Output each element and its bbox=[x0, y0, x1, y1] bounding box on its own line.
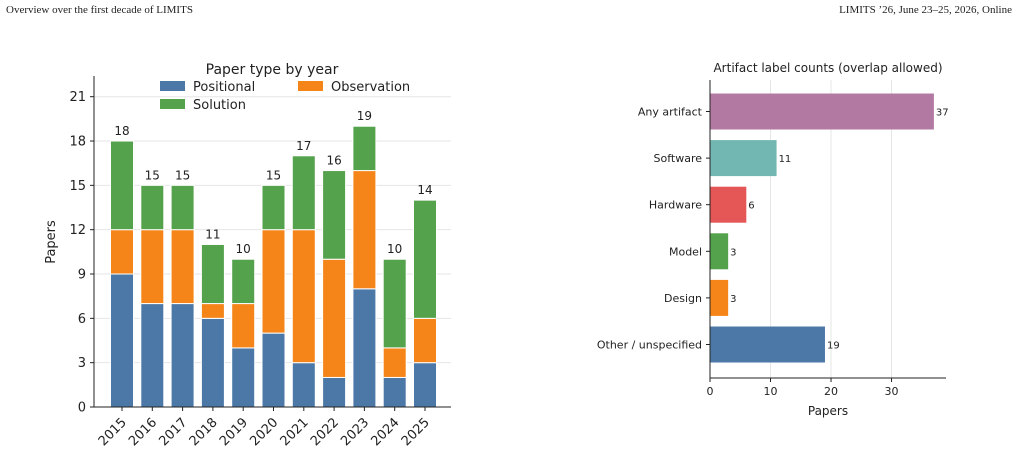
running-header-left: Overview over the first decade of LIMITS bbox=[6, 4, 193, 16]
bar-total-label: 19 bbox=[357, 109, 372, 123]
bar-segment-solution bbox=[322, 170, 347, 260]
legend-swatch bbox=[298, 81, 323, 91]
x-tick-label: 2016 bbox=[126, 415, 160, 449]
legend-label: Observation bbox=[331, 80, 410, 95]
bar-segment-positional bbox=[200, 317, 225, 408]
legend: Positional Observation Solution bbox=[160, 80, 410, 113]
bar-segment-solution bbox=[352, 125, 377, 172]
bar-total-label: 15 bbox=[266, 168, 281, 182]
x-tick-label: 2020 bbox=[247, 415, 281, 449]
x-tick-label: 2022 bbox=[308, 415, 342, 449]
bar-total-label: 10 bbox=[236, 242, 251, 256]
bar-segment-observation bbox=[382, 347, 407, 378]
bar-segment-positional bbox=[231, 347, 256, 408]
bar-segment-positional bbox=[261, 332, 286, 408]
y-tick-label: 15 bbox=[69, 179, 86, 194]
bar-segment-solution bbox=[261, 184, 286, 231]
x-tick-label: 2017 bbox=[156, 415, 190, 449]
bar-segment-observation bbox=[352, 170, 377, 290]
bar-total-label: 11 bbox=[205, 227, 220, 241]
bar-segment-positional bbox=[352, 288, 377, 408]
bar-segment-observation bbox=[413, 317, 437, 364]
x-tick-label: 2024 bbox=[369, 415, 403, 449]
x-tick-label: 2015 bbox=[96, 415, 130, 449]
bar-segment-solution bbox=[200, 243, 225, 305]
bar-segment-solution bbox=[413, 199, 437, 319]
bar-segment-observation bbox=[291, 229, 316, 364]
bar-segment-observation bbox=[231, 303, 256, 349]
bar-total-label: 15 bbox=[145, 168, 160, 182]
x-tick-label: 2025 bbox=[399, 415, 433, 449]
chart-title: Paper type by year bbox=[206, 62, 339, 78]
bar-segment-positional bbox=[170, 303, 195, 408]
legend-swatch bbox=[160, 81, 185, 91]
legend-swatch bbox=[160, 99, 185, 109]
bar-segment-solution bbox=[170, 184, 195, 231]
y-tick-label: 18 bbox=[69, 135, 86, 150]
bar-segment-positional bbox=[382, 376, 407, 408]
y-tick-label: 0 bbox=[78, 401, 86, 416]
bar-segment-observation bbox=[200, 303, 225, 319]
bar-total-label: 15 bbox=[175, 168, 190, 182]
bar-segment-positional bbox=[140, 303, 165, 408]
bar-segment-solution bbox=[382, 258, 407, 349]
y-tick-label: 21 bbox=[69, 90, 86, 105]
bar-segment-positional bbox=[413, 362, 437, 408]
bar-total-label: 18 bbox=[114, 124, 129, 138]
x-tick-label: 2018 bbox=[187, 415, 221, 449]
y-axis-label: Papers bbox=[44, 220, 59, 264]
bar-segment-solution bbox=[291, 155, 316, 231]
bar-segment-observation bbox=[322, 258, 347, 378]
x-tick-label: 2019 bbox=[217, 415, 251, 449]
bar-segment-observation bbox=[261, 229, 286, 334]
bar-segment-observation bbox=[170, 229, 195, 305]
bar-total-label: 16 bbox=[326, 154, 341, 168]
legend-label: Positional bbox=[193, 80, 255, 95]
bar-segment-solution bbox=[110, 140, 134, 231]
bar-segment-positional bbox=[110, 273, 134, 408]
y-tick-label: 6 bbox=[78, 312, 86, 327]
x-tick-label: 2023 bbox=[338, 415, 372, 449]
legend-label: Solution bbox=[193, 98, 246, 113]
bar-segment-positional bbox=[322, 376, 347, 408]
y-tick-label: 12 bbox=[69, 223, 86, 238]
y-tick-label: 9 bbox=[78, 268, 86, 283]
bar-total-label: 14 bbox=[417, 183, 432, 197]
bar-segment-solution bbox=[140, 184, 165, 231]
bar-segment-observation bbox=[140, 229, 165, 305]
y-tick-label: 3 bbox=[78, 356, 86, 371]
bar-segment-solution bbox=[231, 258, 256, 305]
bar-segment-observation bbox=[110, 229, 134, 275]
x-tick-label: 2021 bbox=[278, 415, 312, 449]
running-header-right: LIMITS ’26, June 23–25, 2026, Online bbox=[839, 4, 1012, 16]
bar-segment-positional bbox=[291, 362, 316, 408]
bar-total-label: 17 bbox=[296, 139, 311, 153]
bar-total-label: 10 bbox=[387, 242, 402, 256]
